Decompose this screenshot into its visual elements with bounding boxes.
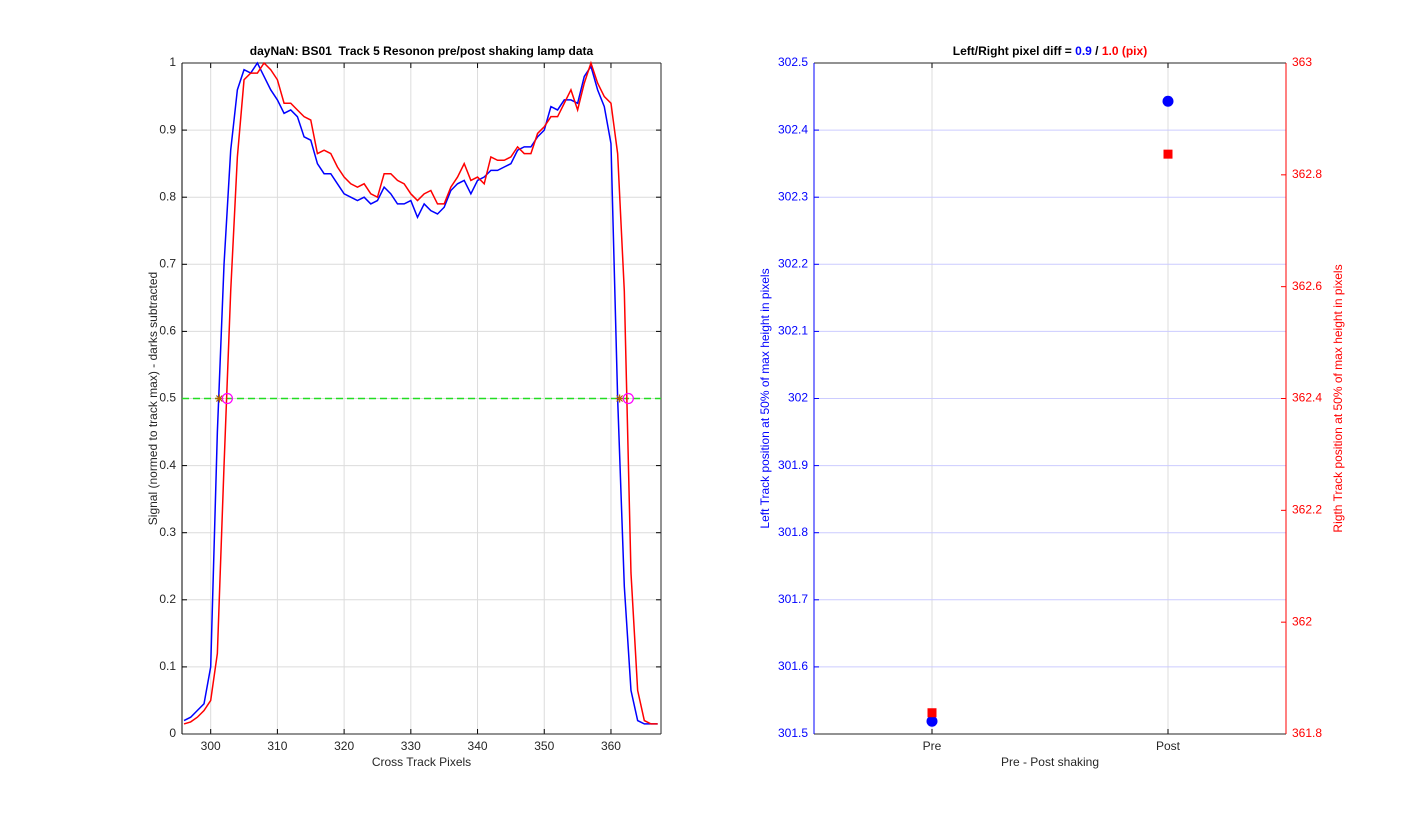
y2-axis-label: Rigth Track position at 50% of max heigh… xyxy=(1331,264,1345,532)
y2-tick-label: 362.2 xyxy=(1292,503,1322,517)
chart-title: Left/Right pixel diff = 0.9 / 1.0 (pix) xyxy=(953,44,1147,58)
data-line xyxy=(183,61,658,725)
marker xyxy=(221,392,233,405)
x-tick-label: 340 xyxy=(468,739,488,753)
x-axis-label: Cross Track Pixels xyxy=(372,755,471,769)
y-tick-label: 0.7 xyxy=(159,256,176,270)
data-point xyxy=(926,715,938,727)
y-tick-label: 302.3 xyxy=(778,189,808,203)
y2-tick-label: 362.6 xyxy=(1292,279,1322,293)
x-tick-label: Pre xyxy=(923,739,942,753)
y-tick-label: 301.8 xyxy=(778,525,808,539)
y-tick-label: 301.7 xyxy=(778,592,808,606)
y-tick-label: 301.9 xyxy=(778,458,808,472)
y-tick-label: 0.5 xyxy=(159,391,176,405)
y-axis-label: Signal (normed to track max) - darks sub… xyxy=(146,272,160,525)
x-tick-label: 350 xyxy=(534,739,554,753)
y2-tick-label: 362.4 xyxy=(1292,391,1322,405)
y2-tick-label: 361.8 xyxy=(1292,726,1322,740)
title-part: 1.0 (pix) xyxy=(1102,44,1147,58)
x-tick-label: 300 xyxy=(201,739,221,753)
data-point xyxy=(927,708,937,718)
x-tick-label: 330 xyxy=(401,739,421,753)
y-tick-label: 302.5 xyxy=(778,55,808,69)
title-part: Left/Right pixel diff = xyxy=(953,44,1075,58)
y2-tick-label: 362 xyxy=(1292,614,1312,628)
data-point xyxy=(1163,149,1173,159)
y-tick-label: 302.2 xyxy=(778,256,808,270)
y2-tick-label: 362.8 xyxy=(1292,167,1322,181)
y-tick-label: 0.3 xyxy=(159,525,176,539)
marker xyxy=(622,392,634,405)
y-tick-label: 0.1 xyxy=(159,659,176,673)
marker xyxy=(215,394,224,403)
y-tick-label: 0 xyxy=(169,726,176,740)
title-part: / xyxy=(1092,44,1102,58)
y-tick-label: 302.1 xyxy=(778,324,808,338)
y-tick-label: 0.9 xyxy=(159,122,176,136)
chart-title: dayNaN: BS01 Track 5 Resonon pre/post sh… xyxy=(250,44,594,58)
title-part: 0.9 xyxy=(1075,44,1092,58)
y-tick-label: 1 xyxy=(169,55,176,69)
y-tick-label: 0.8 xyxy=(159,189,176,203)
x-axis-label: Pre - Post shaking xyxy=(1001,755,1099,769)
x-tick-label: 320 xyxy=(334,739,354,753)
y-tick-label: 302.4 xyxy=(778,122,808,136)
marker xyxy=(615,394,624,403)
y-tick-label: 0.6 xyxy=(159,324,176,338)
data-line xyxy=(183,60,658,725)
data-point xyxy=(1162,95,1174,107)
x-tick-label: Post xyxy=(1156,739,1181,753)
y-tick-label: 0.4 xyxy=(159,458,176,472)
y-tick-label: 301.6 xyxy=(778,659,808,673)
y-axis-label: Left Track position at 50% of max height… xyxy=(758,268,772,528)
x-tick-label: 310 xyxy=(267,739,287,753)
y-tick-label: 302 xyxy=(788,391,808,405)
x-tick-label: 360 xyxy=(601,739,621,753)
y2-tick-label: 363 xyxy=(1292,55,1312,69)
y-tick-label: 301.5 xyxy=(778,726,808,740)
y-tick-label: 0.2 xyxy=(159,592,176,606)
